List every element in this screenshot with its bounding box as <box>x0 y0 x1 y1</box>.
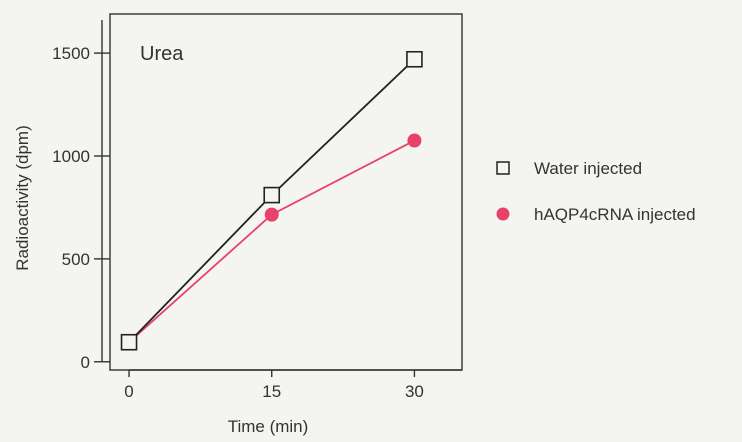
data-point-haqp4 <box>264 207 279 222</box>
x-axis-title: Time (min) <box>228 417 309 436</box>
data-point-water <box>406 50 423 68</box>
data-point-water <box>263 186 281 204</box>
panel-label: Urea <box>140 43 184 65</box>
y-tick-label: 0 <box>81 353 90 372</box>
legend-marker-haqp4 <box>496 207 510 221</box>
x-tick-label: 0 <box>124 382 133 401</box>
y-tick-label: 1500 <box>52 44 90 63</box>
x-tick-label: 30 <box>405 382 424 401</box>
legend-label: Water injected <box>534 159 642 178</box>
x-tick-label: 15 <box>262 382 281 401</box>
y-axis-title: Radioactivity (dpm) <box>13 125 32 271</box>
y-tick-label: 1000 <box>52 147 90 166</box>
legend-marker-water <box>496 161 510 175</box>
plot-area <box>120 50 423 351</box>
axes: 0 500 1000 1500 0 15 30 Time (min) Radioactivity… <box>13 13 463 436</box>
legend: Water injected hAQP4cRNA injected <box>496 159 696 224</box>
series-line-1 <box>128 139 415 343</box>
y-tick-label: 500 <box>62 250 90 269</box>
data-point-haqp4 <box>407 133 422 148</box>
data-point-water <box>120 333 138 351</box>
legend-label: hAQP4cRNA injected <box>534 205 696 224</box>
